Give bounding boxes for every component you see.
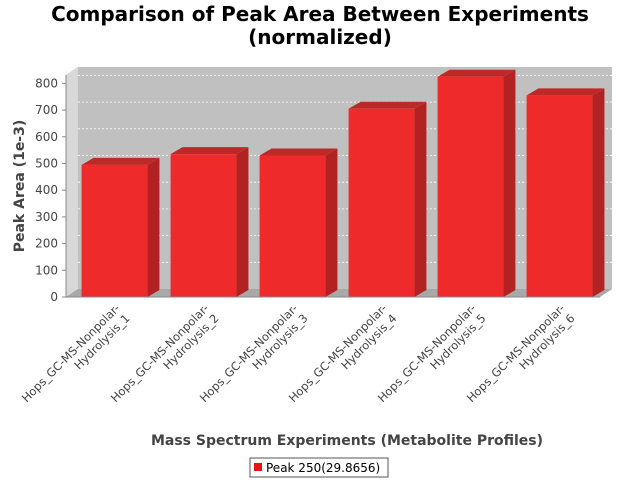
bar-top — [170, 147, 249, 155]
legend-swatch — [254, 463, 262, 471]
y-tick-label: 0 — [50, 290, 58, 304]
bar — [348, 101, 427, 297]
x-tick-label-line: Hops_GC-MS-Nonpolar- — [19, 301, 123, 405]
x-axis: Hops_GC-MS-Nonpolar-Hydrolysis_1Hops_GC-… — [19, 296, 600, 449]
chart-title-line: (normalized) — [248, 25, 392, 49]
legend-label: Peak 250(29.8656) — [266, 461, 380, 475]
bar-front — [259, 155, 326, 297]
bar-front — [526, 95, 593, 297]
bar-side — [147, 157, 160, 297]
bar-side — [592, 88, 605, 297]
y-axis: 0 100 200 300 400 500 600 700 800 Peak Area (1e-3… — [12, 75, 67, 304]
legend-box — [249, 457, 389, 478]
y-tick-label: 300 — [35, 210, 58, 224]
y-tick-label: 500 — [35, 157, 58, 171]
bar-top — [526, 88, 605, 96]
bar — [526, 88, 605, 297]
chart-title-line: Comparison of Peak Area Between Experime… — [51, 2, 589, 26]
bar-side — [503, 69, 516, 297]
bar-front — [170, 154, 237, 297]
bar-top — [348, 101, 427, 109]
bar-top — [259, 148, 338, 156]
y-tick-label: 100 — [35, 263, 58, 277]
bar-front — [81, 164, 148, 297]
bar-top — [437, 69, 516, 77]
y-tick-label: 400 — [35, 183, 58, 197]
y-tick-label: 800 — [35, 76, 58, 90]
bar-top — [81, 157, 160, 165]
bars — [81, 69, 605, 297]
bar-side — [325, 148, 338, 297]
plot-left-wall — [66, 67, 78, 297]
y-tick-label: 700 — [35, 103, 58, 117]
y-tick-label: 200 — [35, 237, 58, 251]
x-axis-label: Mass Spectrum Experiments (Metabolite Pr… — [151, 433, 543, 449]
bar — [259, 148, 338, 297]
chart-title: Comparison of Peak Area Between Experime… — [51, 2, 589, 49]
bar-side — [414, 101, 427, 297]
bar-front — [348, 108, 415, 297]
legend: Peak 250(29.8656) — [249, 457, 389, 478]
bar — [81, 157, 160, 297]
bar-front — [437, 76, 504, 297]
gridlines — [78, 75, 612, 263]
y-tick-label: 600 — [35, 130, 58, 144]
y-axis-label: Peak Area (1e-3) — [12, 120, 28, 253]
bar — [170, 147, 249, 297]
bar-side — [236, 147, 249, 297]
bar — [437, 69, 516, 297]
